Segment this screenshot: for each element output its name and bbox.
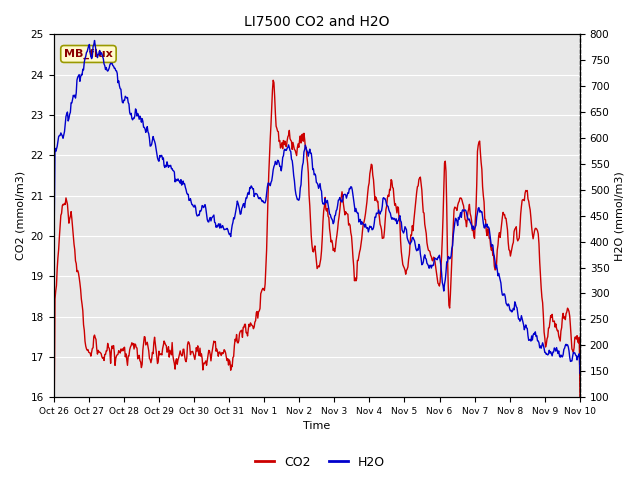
X-axis label: Time: Time [303, 421, 330, 432]
H2O [50, 293, 58, 299]
H2O [195, 212, 203, 218]
CO2 [269, 77, 277, 83]
H2O [168, 166, 175, 171]
Text: MB_flux: MB_flux [64, 49, 113, 59]
H2O [60, 135, 67, 141]
H2O [576, 371, 584, 376]
CO2 [381, 218, 389, 224]
CO2 [60, 202, 67, 207]
H2O [397, 218, 404, 224]
Title: LI7500 CO2 and H2O: LI7500 CO2 and H2O [244, 15, 390, 29]
CO2 [113, 352, 121, 358]
H2O [114, 80, 122, 85]
Y-axis label: CO2 (mmol/m3): CO2 (mmol/m3) [15, 171, 25, 260]
Y-axis label: H2O (mmol/m3): H2O (mmol/m3) [615, 171, 625, 261]
CO2 [576, 394, 584, 400]
CO2 [167, 350, 175, 356]
H2O [381, 196, 389, 202]
H2O [91, 37, 99, 43]
CO2 [50, 394, 58, 400]
Line: CO2: CO2 [54, 80, 580, 397]
CO2 [397, 238, 404, 244]
Line: H2O: H2O [54, 40, 580, 373]
Legend: CO2, H2O: CO2, H2O [250, 451, 390, 474]
CO2 [195, 350, 202, 356]
